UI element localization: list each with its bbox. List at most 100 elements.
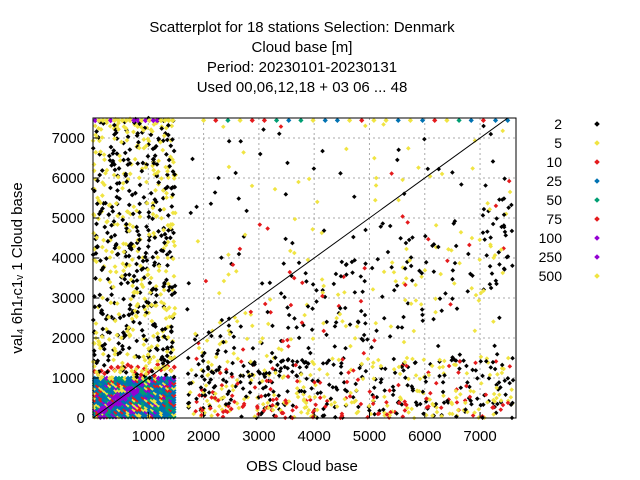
data-point [107,279,113,285]
data-point [99,244,105,250]
data-point [111,126,117,132]
data-point [273,413,279,419]
data-point [280,375,285,380]
x-tick-label: 6000 [408,428,441,445]
data-point [262,368,267,373]
data-point [472,410,477,415]
data-point [201,390,206,395]
data-point [112,245,118,251]
data-point [188,210,194,216]
data-point [347,394,353,399]
data-point [193,331,198,337]
data-point [244,208,249,214]
data-point [120,180,126,186]
data-point [127,171,133,177]
data-point [185,355,191,361]
data-point [101,346,107,352]
data-point [413,400,419,405]
data-point [103,256,109,261]
data-point [124,225,129,231]
data-point [100,117,106,124]
data-point [112,318,118,324]
data-point [389,260,395,265]
data-point [304,376,309,382]
data-point [123,171,129,177]
data-point [92,352,97,358]
data-point [410,235,415,240]
data-point [469,235,475,241]
data-point [101,152,107,158]
data-point [334,117,340,123]
data-point [124,137,130,143]
data-point [169,194,175,200]
data-point [159,215,164,221]
data-point [482,237,488,242]
data-point [469,285,475,291]
data-point [370,398,376,403]
data-point [149,129,155,134]
data-point [470,273,475,278]
data-point [478,381,484,386]
data-point [398,396,404,402]
data-point [194,396,199,402]
data-point [397,371,403,377]
data-point [354,324,360,329]
data-point [296,260,302,266]
legend-marker [594,235,600,241]
data-point [346,117,353,123]
data-point [122,150,128,156]
data-point [125,177,131,182]
data-point [315,390,320,396]
data-point [109,249,115,255]
data-point [213,117,219,123]
data-point [509,228,515,234]
data-point [215,412,221,418]
data-point [326,358,332,363]
data-point [393,278,398,284]
data-point [136,304,141,309]
data-point [286,312,292,318]
data-point [505,355,511,361]
data-point [172,184,178,190]
data-point [212,190,218,195]
data-point [91,168,97,174]
data-point [100,265,106,270]
data-point [161,206,167,212]
data-point [449,248,454,253]
data-point [498,407,504,412]
data-point [372,338,377,343]
data-point [112,136,117,142]
data-point [411,328,417,334]
data-point [240,373,246,379]
data-point [115,351,121,357]
data-point [352,336,358,341]
data-point [275,401,280,406]
data-point [302,405,308,411]
data-point [97,138,102,144]
data-point [507,380,512,386]
data-point [369,345,374,350]
data-point [237,246,243,252]
data-point [442,358,447,364]
data-point [127,332,133,338]
data-point [196,361,201,367]
data-point [336,357,342,363]
data-point [494,382,499,388]
data-point [143,250,149,256]
data-point [283,236,288,242]
data-point [164,190,169,196]
data-point [193,373,199,378]
data-point [499,370,505,376]
title-line-1: Scatterplot for 18 stations Selection: D… [149,19,455,36]
data-point [301,384,306,390]
data-point [314,199,320,205]
data-point [140,255,146,261]
data-point [381,407,386,412]
data-point [141,354,146,360]
data-point [135,364,141,370]
data-point [488,235,493,240]
data-point [150,216,155,222]
data-point [98,258,103,264]
data-point [105,329,111,335]
data-point [92,117,99,124]
